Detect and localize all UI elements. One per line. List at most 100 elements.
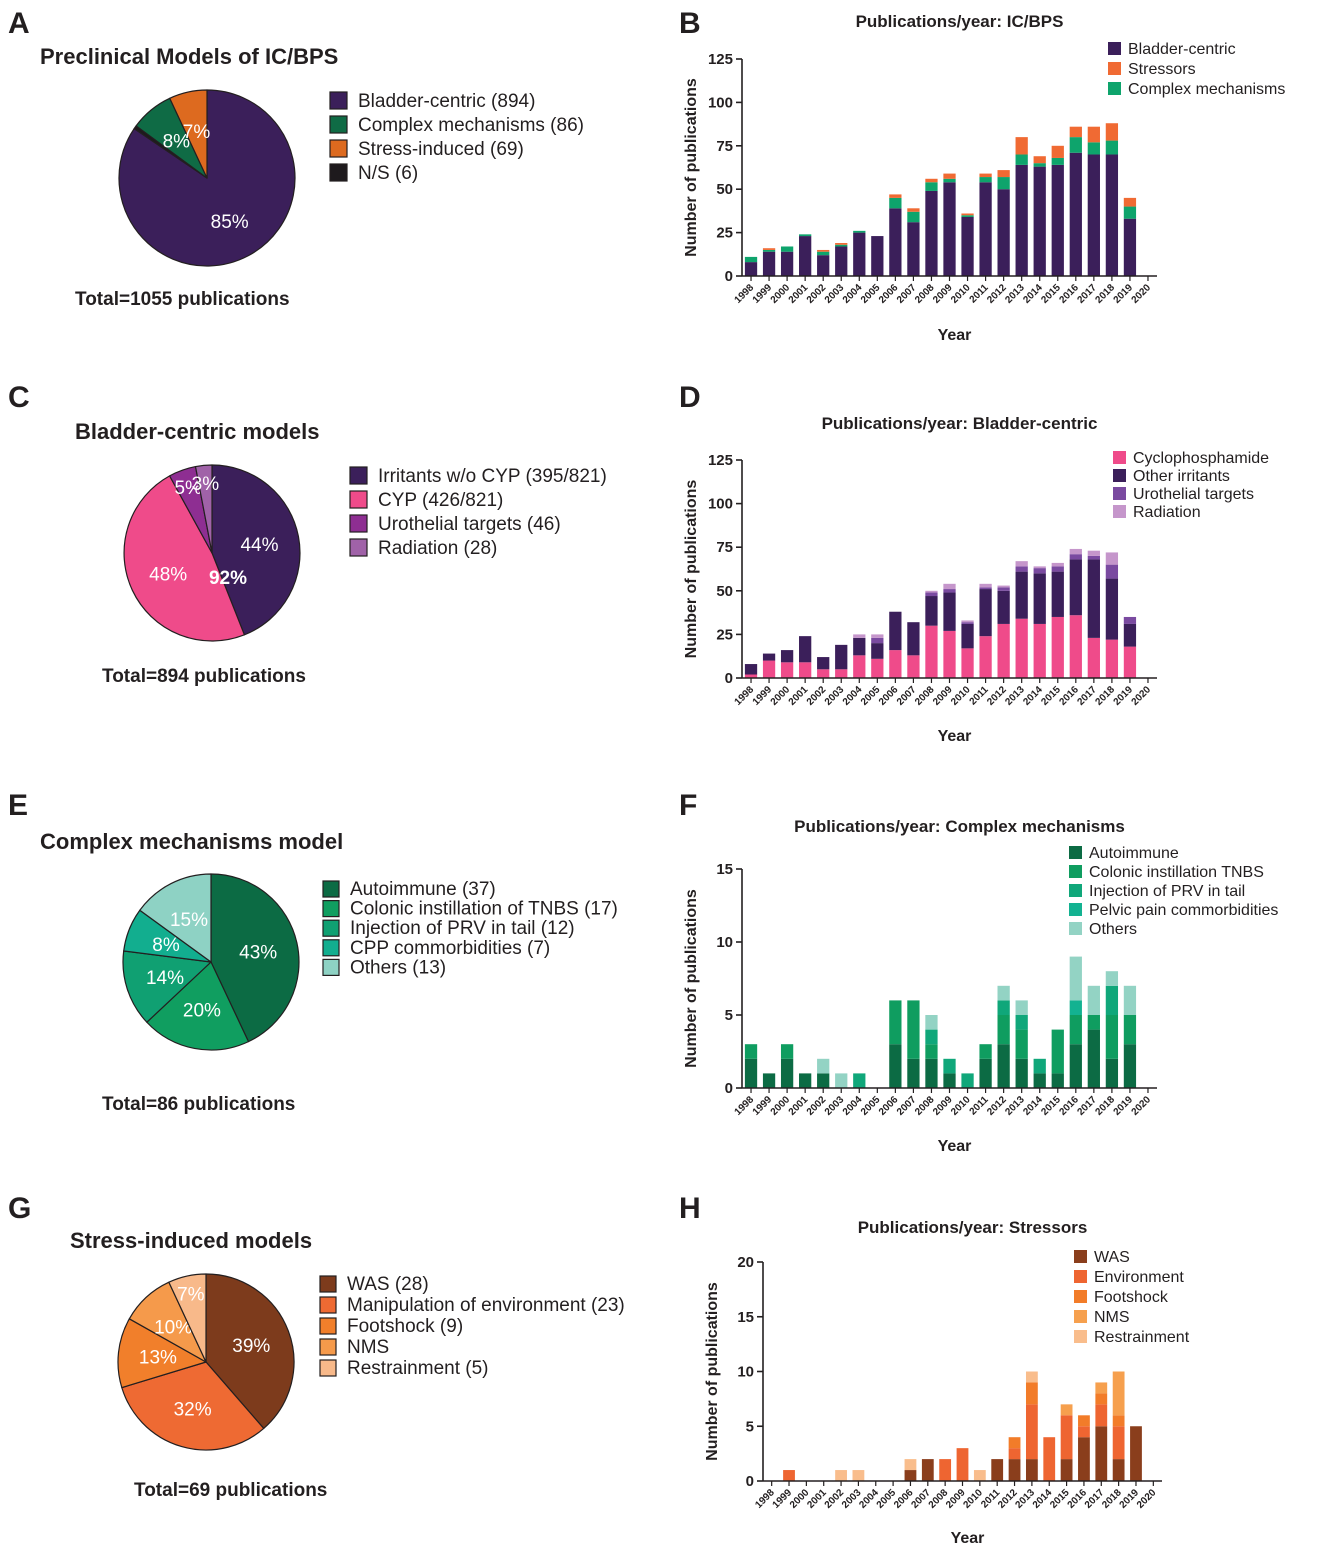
bar-segment bbox=[997, 189, 1010, 276]
bar-segment bbox=[1078, 1426, 1090, 1438]
x-tick-label: 2016 bbox=[1057, 1094, 1081, 1118]
x-tick-label: 2002 bbox=[805, 684, 829, 708]
bar-segment bbox=[904, 1470, 917, 1481]
bar-segment bbox=[961, 623, 974, 649]
x-tick-label: 2012 bbox=[985, 282, 1009, 306]
bar-segment bbox=[889, 1000, 902, 1045]
bar-segment bbox=[1060, 1404, 1073, 1416]
x-tick-label: 2017 bbox=[1075, 684, 1099, 708]
bar-segment bbox=[817, 657, 830, 670]
bar-segment bbox=[1087, 1029, 1100, 1088]
bar-segment bbox=[943, 178, 956, 183]
y-tick-label: 0 bbox=[725, 268, 733, 285]
bar-segment bbox=[961, 620, 974, 623]
bar-segment bbox=[979, 587, 992, 590]
bar-segment bbox=[997, 1044, 1010, 1088]
x-axis-label: Year bbox=[938, 1138, 972, 1155]
legend-swatch bbox=[349, 466, 368, 485]
bar-segment bbox=[1051, 164, 1064, 276]
x-tick-label: 2003 bbox=[823, 282, 847, 306]
bar-segment bbox=[1087, 1015, 1100, 1030]
legend-label: Urothelial targets (46) bbox=[378, 514, 561, 535]
legend-label: WAS (28) bbox=[347, 1274, 429, 1295]
x-tick-label: 2020 bbox=[1130, 684, 1154, 708]
bar-segment bbox=[979, 636, 992, 678]
bar-segment bbox=[762, 248, 776, 250]
legend-label: Radiation bbox=[1133, 504, 1201, 521]
bar-segment bbox=[943, 592, 956, 631]
bar-segment bbox=[1015, 1015, 1028, 1030]
pie-total: Total=86 publications bbox=[102, 1094, 295, 1115]
bar-segment bbox=[1087, 154, 1100, 276]
bar-segment bbox=[943, 589, 956, 593]
bar-chart-icbps: Publications/year: IC/BPS 0 25 50 75 100 125 19… bbox=[683, 12, 1285, 344]
bar-segment bbox=[979, 583, 992, 588]
y-axis-label: Number of publications bbox=[683, 78, 700, 257]
x-tick-label: 2010 bbox=[949, 282, 973, 306]
panel-letter-f: F bbox=[679, 789, 697, 822]
bar-segment bbox=[997, 1015, 1010, 1045]
x-tick-label: 2010 bbox=[949, 684, 973, 708]
bar-segment bbox=[889, 197, 902, 209]
pie-total: Total=894 publications bbox=[102, 666, 306, 687]
legend-swatch bbox=[1069, 884, 1082, 897]
bar-segment bbox=[783, 1470, 795, 1481]
y-tick-label: 15 bbox=[716, 861, 733, 878]
bar-segment bbox=[1123, 1044, 1137, 1088]
legend-label: Radiation (28) bbox=[378, 538, 497, 559]
bar-segment bbox=[799, 236, 812, 276]
bar-segment bbox=[853, 230, 866, 233]
bar-segment bbox=[1078, 1437, 1090, 1481]
x-axis-label: Year bbox=[951, 1530, 985, 1547]
bar-segment bbox=[907, 211, 920, 223]
bar-segment bbox=[1015, 1058, 1028, 1088]
legend-swatch bbox=[319, 1275, 337, 1293]
pie-slice-label: 7% bbox=[177, 1284, 205, 1305]
bar-segment bbox=[1105, 1015, 1119, 1059]
pie-slice bbox=[210, 873, 300, 1043]
legend-swatch bbox=[319, 1359, 337, 1377]
pie-chart-models: Preclinical Models of IC/BPS 85% 8%7% Bladd… bbox=[40, 44, 584, 310]
bar-segment bbox=[780, 246, 794, 252]
bar-segment bbox=[1105, 578, 1119, 640]
x-tick-label: 2018 bbox=[1094, 282, 1118, 306]
bar-segment bbox=[744, 1044, 758, 1059]
pie-slice bbox=[139, 873, 212, 963]
pie-slice bbox=[117, 1318, 207, 1389]
bar-segment bbox=[1015, 137, 1028, 155]
x-tick-label: 2017 bbox=[1075, 1094, 1099, 1118]
bar-segment bbox=[889, 611, 902, 651]
pie-slice-label: 10% bbox=[154, 1318, 192, 1339]
y-tick-label: 0 bbox=[725, 670, 733, 687]
x-tick-label: 2020 bbox=[1135, 1487, 1159, 1511]
x-tick-label: 2001 bbox=[787, 1094, 811, 1118]
bar-segment bbox=[1112, 1371, 1125, 1416]
bar-segment bbox=[1033, 573, 1046, 624]
bar-segment bbox=[1069, 1015, 1082, 1045]
bar-segment bbox=[1033, 163, 1046, 167]
chart-title: Publications/year: Complex mechanisms bbox=[794, 817, 1125, 836]
legend-label: Autoimmune bbox=[1089, 845, 1179, 862]
bar-segment bbox=[1043, 1437, 1056, 1481]
y-tick-label: 100 bbox=[708, 94, 733, 111]
x-tick-label: 1998 bbox=[733, 684, 757, 708]
y-tick-label: 5 bbox=[746, 1418, 754, 1435]
bar-segment bbox=[943, 173, 956, 179]
bar-segment bbox=[799, 636, 812, 663]
bar-segment bbox=[1069, 548, 1082, 555]
bar-segment bbox=[1087, 126, 1100, 143]
legend-label: Bladder-centric bbox=[1128, 41, 1236, 58]
bar-segment bbox=[799, 662, 812, 678]
bar-segment bbox=[1069, 137, 1082, 153]
bar-segment bbox=[961, 216, 974, 276]
bar-segment bbox=[1025, 1371, 1038, 1383]
bar-segment bbox=[1033, 568, 1046, 574]
bar-segment bbox=[871, 643, 884, 659]
y-tick-label: 125 bbox=[708, 51, 733, 68]
pie-slice bbox=[121, 1361, 265, 1451]
bar-segment bbox=[853, 634, 866, 638]
bar-segment bbox=[907, 208, 920, 212]
bar-segment bbox=[907, 622, 920, 656]
x-tick-label: 2011 bbox=[968, 684, 991, 707]
pie-title: Bladder-centric models bbox=[75, 419, 320, 444]
